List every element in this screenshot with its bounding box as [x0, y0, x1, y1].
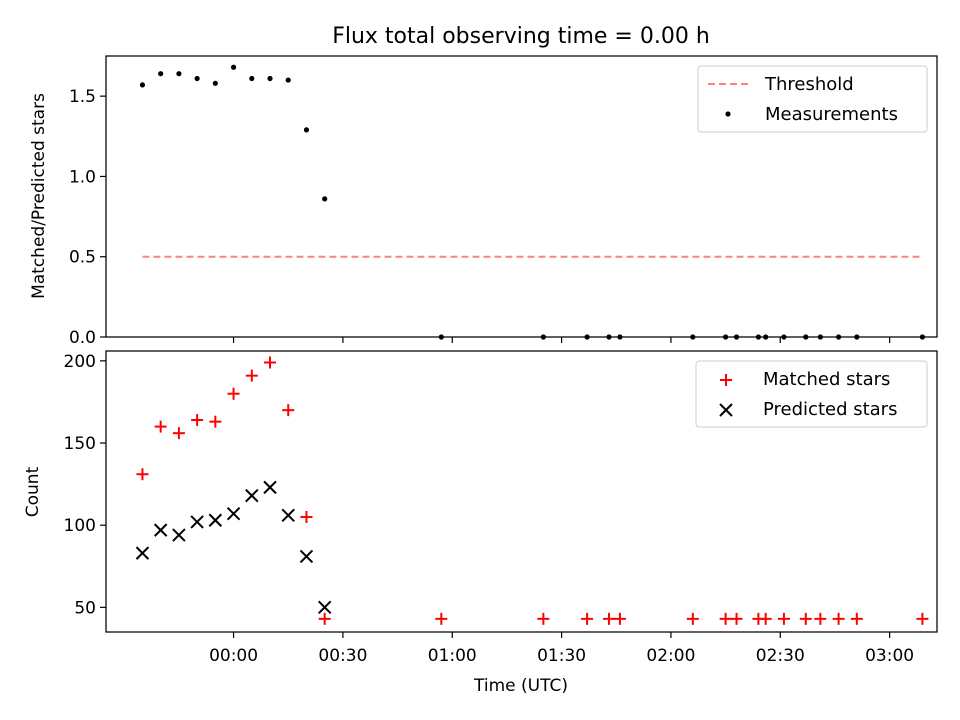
matched-star-point: [730, 612, 743, 625]
bottom-y-tick-label: 100: [64, 516, 96, 536]
predicted-star-point: [245, 488, 259, 503]
matched-star-point: [209, 415, 222, 428]
predicted-star-point: [317, 600, 332, 615]
x-tick-label: 02:00: [646, 646, 695, 666]
matched-star-point: [245, 369, 258, 382]
predicted-star-point: [153, 523, 168, 537]
x-tick-label: 00:00: [209, 646, 258, 666]
predicted-star-point: [263, 480, 277, 495]
measurement-point: [322, 196, 328, 202]
matched-star-point: [435, 612, 448, 625]
matched-star-point: [581, 612, 594, 625]
measurement-point: [158, 71, 164, 77]
top-legend: Threshold Measurements: [697, 65, 928, 133]
measurements-legend-label: Measurements: [765, 104, 898, 125]
matched-star-point: [318, 612, 331, 625]
bottom-y-axis: 50 100 150 200: [64, 352, 106, 618]
top-y-tick-label: 1.5: [69, 87, 96, 107]
matched-star-point: [136, 468, 149, 481]
measurement-point: [303, 127, 310, 133]
top-legend-box: [697, 65, 928, 133]
matched-star-point: [613, 612, 626, 625]
top-x-axis: [232, 337, 891, 343]
top-panel: 0.0 0.5 1.0 1.5 Matched/Predicted stars Thr…: [29, 55, 938, 348]
bottom-axes-frame: [105, 350, 938, 633]
measurement-point: [176, 71, 182, 77]
matched-star-point: [916, 612, 929, 625]
matched-star-point: [759, 612, 772, 625]
bottom-legend: Matched stars Predicted stars: [695, 360, 928, 428]
matched-star-point: [602, 612, 615, 625]
matched-star-point: [686, 612, 699, 625]
matched-star-point: [537, 612, 550, 625]
bottom-panel: 50 100 150 200 00:00 00:30 01:00 01:30 02:00 02:…: [23, 350, 938, 696]
predicted-stars-legend-marker: [719, 403, 733, 417]
top-y-axis: 0.0 0.5 1.0 1.5: [69, 87, 106, 348]
bottom-y-tick-label: 150: [64, 434, 96, 454]
matched-star-point: [814, 612, 827, 625]
bottom-x-axis: 00:00 00:30 01:00 01:30 02:00 02:30 03:00: [209, 632, 914, 666]
threshold-legend-label: Threshold: [764, 74, 854, 95]
measurement-point: [212, 80, 218, 86]
measurement-point: [194, 75, 200, 82]
chart-title: Flux total observing time = 0.00 h: [332, 24, 710, 49]
measurements-legend-marker: [725, 111, 731, 117]
bottom-y-tick-label: 50: [74, 598, 96, 618]
top-y-axis-label: Matched/Predicted stars: [29, 93, 49, 299]
top-axes-frame: [105, 55, 938, 338]
x-tick-label: 03:00: [865, 646, 914, 666]
top-y-tick-label: 0.5: [69, 248, 96, 268]
matched-star-point: [227, 387, 240, 400]
measurement-point: [230, 64, 237, 70]
x-tick-label: 01:30: [537, 646, 586, 666]
measurement-point: [285, 77, 291, 83]
predicted-star-point: [281, 508, 295, 523]
matched-star-point: [777, 612, 790, 625]
matched-star-point: [172, 427, 185, 440]
predicted-star-point: [208, 513, 223, 527]
matched-star-point: [719, 612, 732, 625]
matched-stars-legend-label: Matched stars: [763, 369, 890, 390]
measurement-point: [249, 75, 255, 82]
predicted-stars-legend-label: Predicted stars: [763, 399, 897, 420]
x-tick-label: 00:30: [318, 646, 367, 666]
bottom-y-axis-label: Count: [23, 466, 43, 517]
measurement-point: [267, 75, 273, 82]
matched-star-point: [191, 414, 204, 427]
top-y-tick-label: 0.0: [69, 328, 96, 348]
bottom-legend-box: [695, 360, 928, 428]
x-axis-label: Time (UTC): [473, 676, 568, 696]
top-y-tick-label: 1.0: [69, 167, 96, 187]
matched-star-point: [264, 356, 277, 369]
matched-star-point: [850, 612, 863, 625]
measurement-point: [139, 82, 146, 88]
bottom-plot-area: [135, 356, 929, 625]
matched-star-point: [154, 420, 167, 433]
predicted-star-point: [135, 546, 150, 560]
matched-star-point: [799, 612, 812, 625]
predicted-star-point: [172, 528, 186, 542]
x-tick-label: 01:00: [428, 646, 477, 666]
matched-star-point: [282, 404, 295, 417]
predicted-star-point: [299, 549, 314, 564]
matched-stars-legend-marker: [720, 374, 732, 386]
bottom-y-tick-label: 200: [64, 352, 96, 372]
predicted-star-point: [190, 515, 204, 529]
matched-star-point: [832, 612, 845, 625]
predicted-star-point: [226, 506, 241, 521]
x-tick-label: 02:30: [756, 646, 805, 666]
matched-star-point: [300, 510, 313, 523]
